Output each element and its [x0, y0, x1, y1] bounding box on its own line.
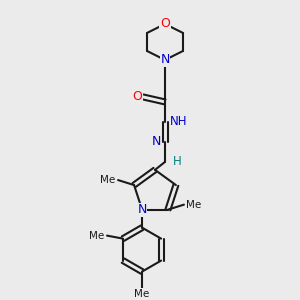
Text: Me: Me — [100, 175, 116, 185]
Text: NH: NH — [170, 116, 188, 128]
Text: O: O — [160, 17, 170, 31]
Text: Me: Me — [89, 231, 105, 241]
Text: Me: Me — [186, 200, 202, 210]
Text: H: H — [172, 155, 182, 168]
Text: N: N — [160, 53, 170, 67]
Text: N: N — [151, 135, 161, 148]
Text: N: N — [137, 203, 147, 216]
Text: O: O — [132, 90, 142, 104]
Text: Me: Me — [134, 289, 150, 298]
